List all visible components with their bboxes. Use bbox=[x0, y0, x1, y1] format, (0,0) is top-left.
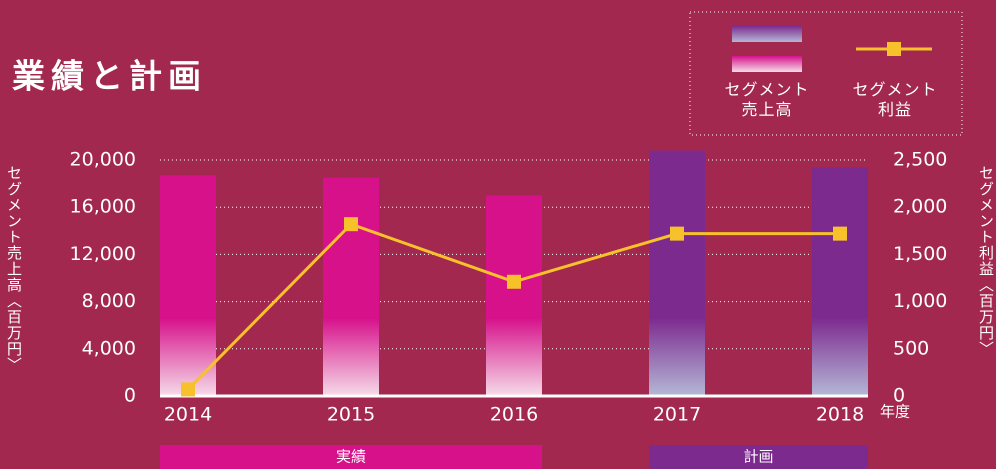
legend-marker bbox=[887, 42, 901, 56]
y2-tick-label: 2,000 bbox=[893, 196, 947, 218]
period-label: 実績 bbox=[336, 448, 366, 466]
bar bbox=[160, 175, 216, 396]
bar bbox=[323, 177, 379, 396]
y2-axis-label: セグメント利益〈百万円〉 bbox=[977, 165, 995, 357]
y-tick-label: 0 bbox=[124, 385, 136, 407]
y-axis-label: セグメント売上高〈百万円〉 bbox=[5, 165, 23, 373]
x-tick-label: 2018 bbox=[816, 404, 864, 426]
chart-title: 業績と計画 bbox=[12, 57, 207, 96]
y2-tick-label: 1,000 bbox=[893, 290, 947, 312]
x-tick-label: 2016 bbox=[490, 404, 538, 426]
y-tick-label: 8,000 bbox=[82, 290, 136, 312]
y-tick-label: 4,000 bbox=[82, 337, 136, 359]
line-marker bbox=[181, 382, 195, 397]
line-marker bbox=[670, 226, 684, 241]
bar bbox=[649, 150, 705, 396]
legend-label: セグメント利益 bbox=[852, 80, 938, 119]
legend-swatch bbox=[732, 26, 802, 42]
y-tick-label: 12,000 bbox=[70, 243, 136, 265]
x-unit: 年度 bbox=[880, 403, 910, 421]
legend-box bbox=[689, 11, 963, 136]
y2-tick-label: 1,500 bbox=[893, 243, 947, 265]
period-band bbox=[160, 445, 542, 469]
y-tick-label: 20,000 bbox=[70, 149, 136, 171]
y2-tick-label: 2,500 bbox=[893, 149, 947, 171]
x-tick-label: 2017 bbox=[653, 404, 701, 426]
y2-tick-label: 500 bbox=[893, 337, 929, 359]
period-label: 計画 bbox=[743, 448, 773, 466]
line-marker bbox=[507, 274, 521, 289]
x-tick-label: 2014 bbox=[164, 404, 212, 426]
line-marker bbox=[344, 217, 358, 232]
legend-label: セグメント売上高 bbox=[724, 80, 810, 119]
x-tick-label: 2015 bbox=[327, 404, 375, 426]
legend-swatch bbox=[732, 56, 802, 72]
y-tick-label: 16,000 bbox=[70, 196, 136, 218]
line-marker bbox=[833, 226, 847, 241]
y2-tick-label: 0 bbox=[893, 385, 905, 407]
bar bbox=[486, 195, 542, 396]
bar bbox=[812, 167, 868, 396]
period-band bbox=[649, 445, 868, 469]
